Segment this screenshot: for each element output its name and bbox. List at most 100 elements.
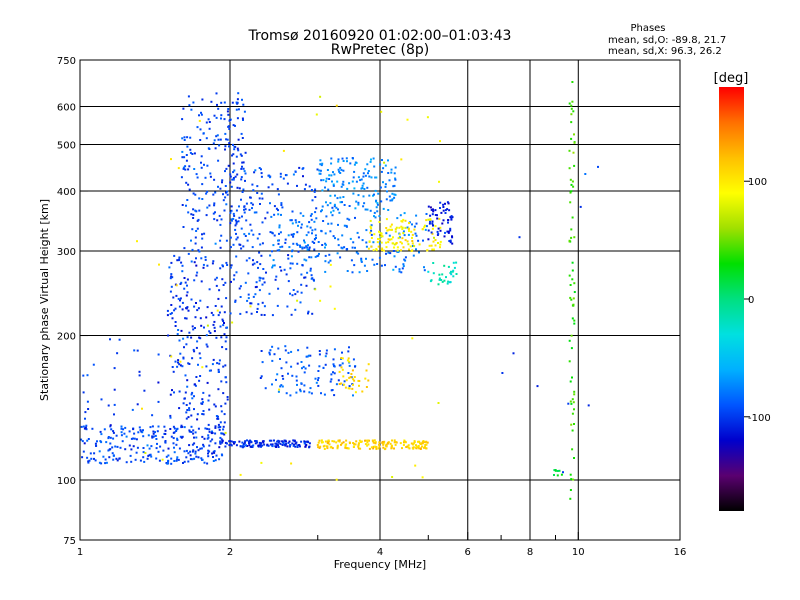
data-point [130,448,133,451]
data-point [362,182,365,185]
data-point [256,307,259,310]
data-point [367,172,369,175]
data-point [394,193,397,196]
data-point [196,413,199,416]
data-point [439,207,441,209]
chart-title: Tromsø 20160920 01:02:00–01:03:43 [248,28,512,44]
data-point [289,219,292,222]
data-point [387,241,390,244]
data-point [175,284,178,287]
data-point [343,380,346,383]
data-point [182,167,185,170]
data-point [224,441,227,444]
data-point [255,281,258,284]
data-point [199,139,202,141]
data-point [383,249,385,252]
data-point [217,314,220,317]
data-point [335,206,338,209]
data-point [246,239,249,242]
data-point [227,113,230,116]
data-point [218,446,221,449]
data-point [279,175,282,178]
data-point [193,152,196,155]
data-point [129,454,132,457]
data-point [140,430,143,433]
data-point [146,444,149,447]
data-point [196,418,199,421]
data-point [449,216,452,219]
data-point [357,236,360,239]
data-point [571,448,574,451]
data-point [296,362,299,365]
data-point [434,214,437,216]
data-point [357,447,360,450]
data-point [202,132,205,135]
data-point [243,441,246,444]
data-point [271,443,274,446]
data-point [260,192,263,195]
data-point [303,258,306,261]
data-point [226,193,229,196]
data-point [573,282,576,285]
data-point [238,205,240,208]
data-point [284,241,287,244]
data-point [220,234,223,237]
data-point [341,351,343,354]
data-point [370,227,373,230]
data-point [219,421,222,424]
data-point [369,209,372,212]
data-point [190,298,193,301]
data-point [342,160,345,162]
data-point [214,278,217,281]
data-point [186,136,189,139]
data-point [354,246,356,249]
data-point [430,231,433,234]
data-point [374,445,376,448]
data-point [188,429,191,432]
data-point [375,199,378,202]
data-point [223,209,226,212]
data-point [277,347,280,350]
data-point [283,268,286,271]
data-point [318,447,321,449]
data-point [381,247,384,250]
data-point [113,403,116,406]
data-point [242,119,244,121]
data-point [357,252,360,255]
data-point [436,217,439,220]
data-point [401,267,404,270]
point-cluster-green-low [553,469,563,477]
data-point [306,346,309,349]
data-point [208,444,211,447]
data-point [338,170,341,173]
data-point [432,240,435,243]
data-point [308,364,311,367]
data-point [212,212,215,215]
data-point [221,441,224,444]
data-point [439,246,441,249]
data-point [245,219,248,222]
data-point [408,222,410,225]
data-point [221,346,224,349]
data-point [250,302,253,305]
data-point [173,427,176,430]
data-point [220,380,223,383]
data-point [130,437,133,440]
data-point [219,187,222,190]
data-point [236,236,239,239]
data-point [297,349,300,352]
data-point [294,445,297,448]
data-point [450,217,453,220]
data-point [201,198,204,200]
data-point [352,241,355,244]
data-point [213,139,216,142]
data-point [271,266,274,269]
data-point [219,426,221,428]
data-point [138,426,141,429]
data-point [305,259,308,262]
data-point [224,148,226,151]
x-tick-label: 1 [77,547,83,558]
data-point [190,239,192,242]
data-point [518,236,521,239]
